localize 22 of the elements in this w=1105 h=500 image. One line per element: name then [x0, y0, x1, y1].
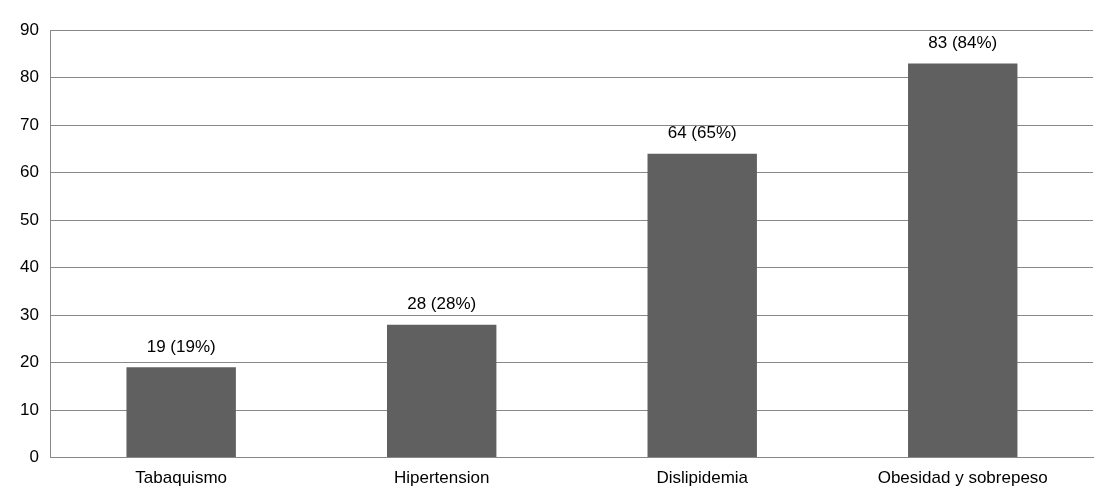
- y-tick-label: 0: [29, 447, 39, 467]
- y-tick-label: 70: [19, 114, 39, 134]
- data-label: 83 (84%): [928, 32, 998, 52]
- y-tick-label: 90: [19, 19, 39, 39]
- y-tick-label: 10: [19, 399, 39, 419]
- data-label: 19 (19%): [146, 336, 216, 356]
- y-tick-label: 20: [19, 352, 39, 372]
- data-label: 64 (65%): [667, 122, 737, 142]
- x-tick-label: Hipertension: [393, 468, 490, 488]
- y-tick-label: 40: [19, 257, 39, 277]
- x-tick-label: Obesidad y sobrepeso: [877, 468, 1048, 488]
- y-tick-label: 30: [19, 304, 39, 324]
- data-label: 28 (28%): [407, 293, 477, 313]
- bar: [647, 153, 757, 458]
- bar: [126, 367, 236, 458]
- bar: [386, 324, 497, 458]
- y-tick-label: 80: [19, 67, 39, 87]
- bar: [908, 63, 1018, 458]
- x-tick-label: Dislipidemia: [656, 468, 749, 488]
- x-tick-label: Tabaquismo: [135, 468, 228, 488]
- y-tick-label: 60: [19, 162, 39, 182]
- y-tick-label: 50: [19, 209, 39, 229]
